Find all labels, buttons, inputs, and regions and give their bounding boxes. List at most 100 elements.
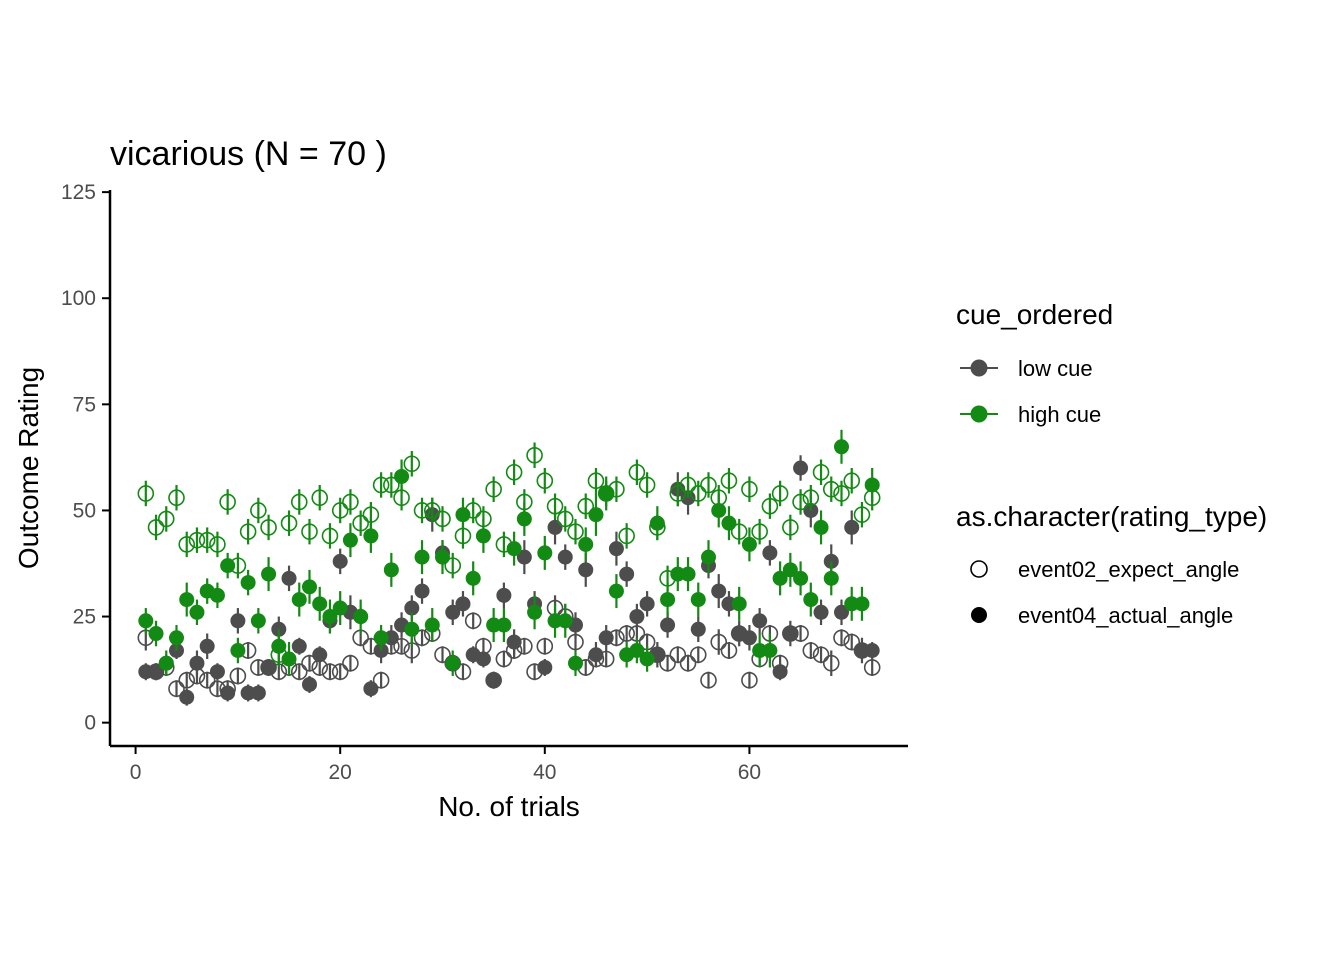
data-point [179,592,195,608]
data-point [312,647,328,663]
data-point [557,613,573,629]
data-point [690,592,706,608]
data-point [526,446,543,464]
data-point [475,528,491,544]
data-point [557,549,573,565]
data-point [772,570,788,586]
data-point [628,463,646,481]
data-point [711,583,727,599]
data-point [741,630,757,646]
data-point [588,647,604,663]
data-point [710,633,728,651]
data-point [188,531,206,549]
data-point [608,583,624,599]
data-point [669,485,687,502]
data-point [189,604,205,620]
data-point [864,643,880,659]
data-point [802,489,820,507]
data-point [618,625,635,642]
data-point [833,629,850,647]
data-point [198,531,216,549]
data-point [822,654,840,672]
data-point [342,493,359,511]
data-point [578,562,594,578]
legend-filled-circle [971,607,987,623]
data-point [383,562,399,578]
data-point [679,654,697,672]
data-point [372,671,390,689]
data-point [485,480,502,498]
data-point [843,633,861,651]
data-point [147,519,165,536]
data-point [455,507,471,523]
data-point [322,609,338,625]
data-point [720,472,738,490]
data-point [752,613,768,629]
data-point [730,523,748,540]
data-point [178,536,196,553]
data-point [660,592,676,608]
data-point [302,676,317,692]
data-point [762,643,778,659]
data-point [260,519,277,536]
legend-open-circle [970,560,988,578]
data-point [537,659,553,675]
data-point [250,613,266,629]
data-point [404,600,420,616]
data-point [373,630,389,646]
data-point [793,570,809,586]
data-point [454,663,472,681]
data-point [598,485,614,501]
data-point [445,655,461,671]
data-point [157,510,175,528]
data-point [680,566,696,582]
data-point [321,527,339,545]
data-point [434,646,451,664]
data-point [148,664,164,680]
data-point [690,621,706,637]
y-tick-label: 75 [73,393,96,416]
data-point [700,476,717,494]
data-point [802,642,820,659]
x-tick-label: 0 [130,761,142,784]
data-point [301,654,318,672]
data-point [281,570,297,586]
data-point [198,671,216,689]
data-point [751,523,768,540]
data-point [394,468,410,484]
data-point [495,650,513,668]
data-point [638,476,656,494]
data-point [291,638,307,654]
legend-key-high-cue [960,405,998,423]
data-point [813,519,829,535]
data-point [864,477,880,493]
data-point [547,519,563,535]
data-point [434,510,451,528]
data-point [822,480,840,498]
data-point [199,638,215,654]
data-point [588,507,604,523]
chart-title: vicarious (N = 70 ) [110,135,387,173]
data-point [352,514,369,532]
data-point [506,634,522,650]
data-point [290,663,308,681]
legend-low-cue-point [970,359,988,377]
data-point [209,664,225,680]
data-point [290,493,308,511]
y-tick-label: 100 [61,287,96,310]
series-high-cue-actual [138,429,880,676]
data-point [649,515,665,531]
x-axis-label: No. of trials [438,791,580,822]
data-point [863,659,881,676]
data-point [772,664,788,680]
data-point [629,609,645,625]
data-point [403,455,421,473]
data-point [812,646,830,664]
data-point [445,604,461,620]
data-point [444,557,462,574]
data-point [414,583,430,599]
data-point [844,519,860,535]
data-point [413,502,431,519]
data-point [414,549,430,565]
data-point [568,655,583,671]
